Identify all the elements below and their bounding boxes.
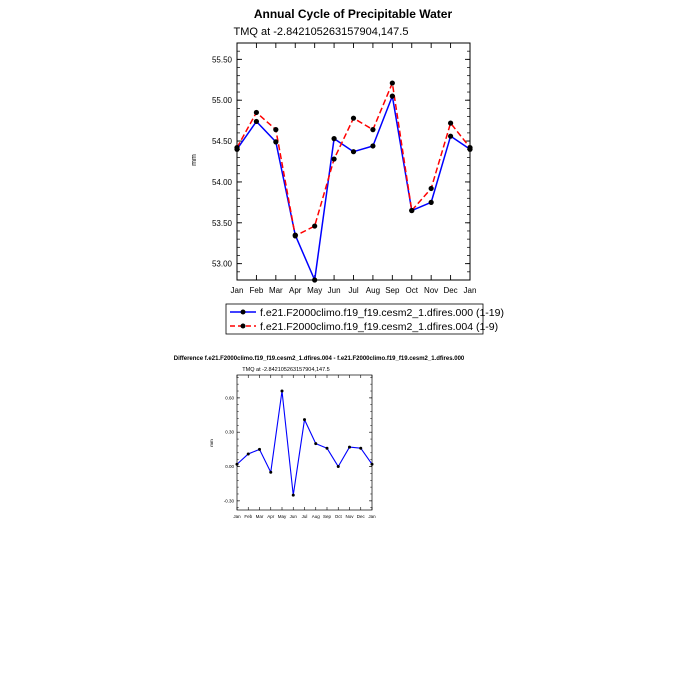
diff-x-tick-label: Mar xyxy=(256,514,264,519)
diff-x-tick-label: Aug xyxy=(312,514,321,519)
main-series-2-point xyxy=(467,145,473,151)
main-plot-area: Jan Feb Mar Apr May Jun Jul Aug Sep Oct Nov Dec Jan 5… xyxy=(212,42,477,295)
legend-box xyxy=(225,303,484,335)
main-x-tick-label: Feb xyxy=(250,286,264,295)
legend-marker-series-2 xyxy=(240,323,246,329)
main-series-1-point xyxy=(253,118,260,125)
main-series-2-point xyxy=(331,156,337,162)
main-x-tick-label: Jan xyxy=(231,286,244,295)
main-y-tick-label: 53.00 xyxy=(212,260,233,269)
main-series-2-point xyxy=(447,120,454,126)
main-series-1-point xyxy=(331,136,337,142)
diff-series-1-point xyxy=(336,465,340,469)
diff-frame xyxy=(236,374,373,511)
main-chart-title: Annual Cycle of Precipitable Water xyxy=(254,7,453,21)
diff-y-tick-label: 0.00 xyxy=(225,464,234,469)
main-x-tick-label: Oct xyxy=(406,286,419,295)
diff-x-tick-label: Jan xyxy=(233,514,241,519)
legend: f.e21.F2000climo.f19_f19.cesm2_1.dfires.… xyxy=(225,303,504,335)
main-series-2-point xyxy=(428,185,434,192)
main-series-1-point xyxy=(428,199,434,205)
diff-x-tick-label: Sep xyxy=(323,514,332,519)
main-x-tick-label: Jun xyxy=(328,286,341,295)
main-x-tick-label: Apr xyxy=(289,286,302,295)
main-series-2-point xyxy=(234,145,240,151)
diff-series-1-point xyxy=(370,462,374,466)
main-series-2-point xyxy=(273,127,279,133)
diff-x-tick-label: Nov xyxy=(345,514,354,519)
diff-y-axis-label: mm xyxy=(209,439,214,447)
main-series-2-point xyxy=(389,80,395,86)
legend-marker-series-1 xyxy=(240,309,246,315)
diff-chart-title: Difference f.e21.F2000climo.f19_f19.cesm… xyxy=(174,356,465,362)
legend-label-series-1: f.e21.F2000climo.f19_f19.cesm2_1.dfires.… xyxy=(260,307,504,319)
diff-x-tick-label: Jun xyxy=(290,514,298,519)
diff-x-tick-label: Jul xyxy=(302,514,308,519)
diff-series-1-point xyxy=(303,418,306,422)
main-y-tick-label: 53.50 xyxy=(212,219,233,228)
main-x-tick-label: Mar xyxy=(269,286,283,295)
main-y-tick-label: 55.00 xyxy=(212,96,233,105)
main-x-tick-label: Sep xyxy=(385,286,400,295)
diff-series-1-point xyxy=(325,446,329,450)
main-series-1-point xyxy=(447,133,454,139)
diff-series-1-point xyxy=(280,389,284,393)
main-series-1-line xyxy=(236,95,471,281)
diff-series-1-line xyxy=(236,390,373,496)
diff-series-1-point xyxy=(269,470,273,474)
main-series-2-point xyxy=(350,115,357,121)
main-y-tick-label: 54.50 xyxy=(212,137,233,146)
main-frame xyxy=(236,42,471,281)
main-y-tick-label: 54.00 xyxy=(212,178,233,187)
diff-y-tick-label: 0.30 xyxy=(225,430,234,435)
main-series-1-point xyxy=(350,149,357,155)
main-series-1-point xyxy=(273,139,279,145)
main-series-2-point xyxy=(253,109,260,116)
diff-series-1-point xyxy=(359,446,363,450)
main-x-tick-label: Aug xyxy=(366,286,380,295)
diff-y-tick-label: 0.60 xyxy=(225,395,234,400)
main-y-tick-label: 55.50 xyxy=(212,55,233,64)
main-series-2-point xyxy=(409,207,415,214)
diff-series-1-point xyxy=(348,445,351,449)
diff-plot-area: Jan Feb Mar Apr May Jun Jul Aug Sep Oct Nov Dec Jan-… xyxy=(224,374,376,519)
main-x-tick-label: Dec xyxy=(443,286,457,295)
main-x-tick-label: Jan xyxy=(464,286,477,295)
main-chart-subtitle: TMQ at -2.842105263157904,147.5 xyxy=(234,26,409,38)
diff-series-1-point xyxy=(258,447,261,451)
diff-x-tick-label: Dec xyxy=(357,514,366,519)
main-series-2-point xyxy=(370,127,376,133)
main-series-1-point xyxy=(312,277,318,283)
main-x-tick-label: Jul xyxy=(348,286,358,295)
diff-series-1-point xyxy=(291,493,295,497)
diff-x-tick-label: Apr xyxy=(267,514,275,519)
diff-x-tick-label: May xyxy=(278,514,287,519)
diff-x-tick-label: Feb xyxy=(244,514,252,519)
diff-y-tick-label: -0.30 xyxy=(224,498,235,503)
main-series-2-line xyxy=(236,82,471,237)
main-x-tick-label: May xyxy=(307,286,322,295)
main-series-1-point xyxy=(389,93,395,99)
main-series-1-point xyxy=(370,143,376,149)
diff-series-1-point xyxy=(314,442,318,446)
main-x-tick-label: Nov xyxy=(424,286,438,295)
main-y-axis-label: mm xyxy=(191,154,198,166)
diff-x-tick-label: Jan xyxy=(368,514,376,519)
diff-chart-subtitle: TMQ at -2.842105263157904,147.5 xyxy=(242,367,329,373)
diff-x-tick-label: Oct xyxy=(335,514,343,519)
main-series-2-point xyxy=(292,233,298,239)
diff-series-1-point xyxy=(246,452,250,456)
main-series-2-point xyxy=(312,223,318,229)
diff-series-1-point xyxy=(235,462,239,466)
legend-label-series-2: f.e21.F2000climo.f19_f19.cesm2_1.dfires.… xyxy=(260,321,498,333)
